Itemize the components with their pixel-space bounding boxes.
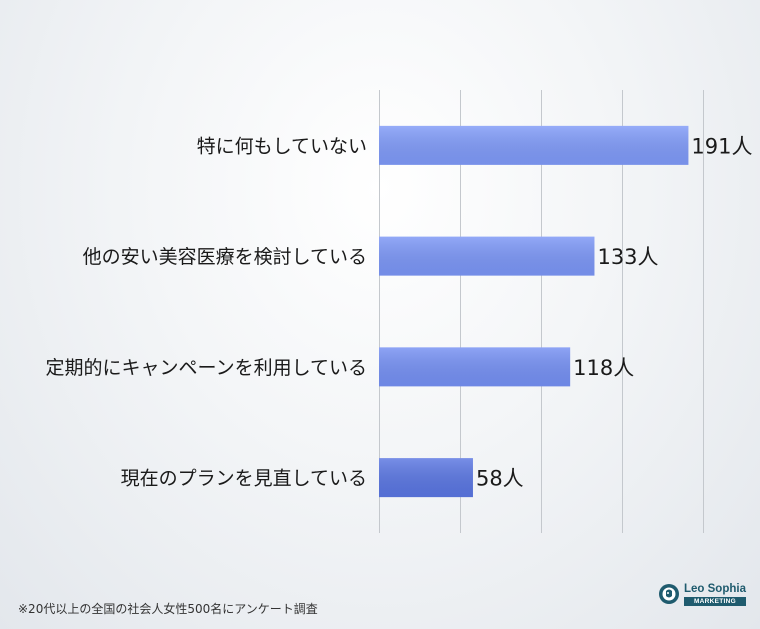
bar-shade bbox=[379, 347, 571, 387]
footnote: ※20代以上の全国の社会人女性500名にアンケート調査 bbox=[18, 602, 318, 616]
value-label: 133人 bbox=[597, 245, 658, 269]
category-label: 他の安い美容医療を検討している bbox=[83, 246, 367, 268]
category-label: 特に何もしていない bbox=[197, 135, 367, 157]
category-label: 定期的にキャンペーンを利用している bbox=[46, 357, 367, 379]
bars bbox=[379, 125, 689, 498]
value-label: 118人 bbox=[573, 356, 634, 380]
category-labels: 特に何もしていない他の安い美容医療を検討している定期的にキャンペーンを利用してい… bbox=[46, 135, 367, 489]
bar-shade bbox=[379, 236, 595, 276]
leo-sophia-logo: Leo Sophia MARKETING bbox=[658, 580, 750, 608]
lion-head-icon bbox=[659, 584, 679, 604]
value-labels: 191人 133人 118人 58人 bbox=[476, 134, 753, 490]
bar-shade bbox=[379, 125, 689, 165]
logo-name: Leo Sophia bbox=[684, 582, 746, 595]
logo-subtitle: MARKETING bbox=[684, 596, 746, 606]
bar-shade bbox=[379, 458, 473, 498]
value-label: 191人 bbox=[691, 134, 752, 158]
value-label: 58人 bbox=[476, 467, 524, 491]
category-label: 現在のプランを見直している bbox=[121, 468, 367, 490]
